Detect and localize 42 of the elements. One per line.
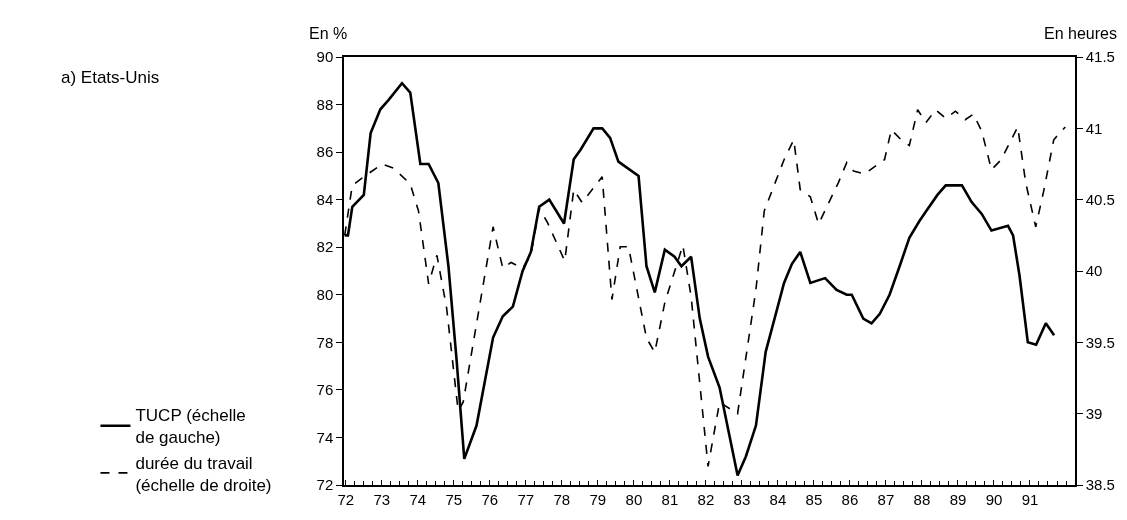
y-tick-label: 84 <box>316 190 334 208</box>
y2-tick-label: 39 <box>1085 404 1103 422</box>
y-tick-label: 74 <box>316 428 334 446</box>
x-tick-label: 76 <box>481 490 499 508</box>
y-axis-title: En % <box>309 25 348 42</box>
x-tick-label: 83 <box>733 490 751 508</box>
y-tick-label: 72 <box>316 476 334 494</box>
y-tick-label: 86 <box>316 143 334 161</box>
y-tick-label: 80 <box>316 286 334 304</box>
x-tick-label: 85 <box>805 490 823 508</box>
y2-tick-label: 41.5 <box>1085 48 1115 66</box>
x-tick-label: 75 <box>445 490 463 508</box>
x-tick-label: 72 <box>337 490 355 508</box>
x-tick-label: 86 <box>841 490 859 508</box>
y-tick-label: 82 <box>316 238 334 256</box>
x-tick-label: 90 <box>985 490 1003 508</box>
y2-tick-label: 39.5 <box>1085 333 1115 351</box>
x-tick-label: 80 <box>625 490 643 508</box>
x-tick-label: 79 <box>589 490 607 508</box>
y2-tick-label: 41 <box>1085 119 1103 137</box>
x-tick-label: 89 <box>949 490 967 508</box>
y-tick-label: 76 <box>316 381 334 399</box>
x-tick-label: 91 <box>1021 490 1039 508</box>
y-tick-label: 90 <box>316 48 334 66</box>
x-tick-label: 82 <box>697 490 715 508</box>
y2-tick-label: 40.5 <box>1085 190 1115 208</box>
y2-tick-label: 38.5 <box>1085 476 1115 494</box>
y-tick-label: 88 <box>316 95 334 113</box>
legend-label: TUCP (échelle de gauche) <box>135 406 246 448</box>
y-tick-label: 78 <box>316 333 334 351</box>
x-tick-label: 88 <box>913 490 931 508</box>
x-tick-label: 87 <box>877 490 895 508</box>
x-tick-label: 77 <box>517 490 535 508</box>
y2-tick-label: 40 <box>1085 262 1103 280</box>
x-tick-label: 84 <box>769 490 787 508</box>
legend-label: durée du travail (échelle de droite) <box>135 453 272 495</box>
x-tick-label: 73 <box>373 490 391 508</box>
x-tick-label: 78 <box>553 490 571 508</box>
x-tick-label: 81 <box>661 490 679 508</box>
y2-axis-title: En heures <box>1044 25 1117 42</box>
x-tick-label: 74 <box>409 490 427 508</box>
text: a) Etats-Unis <box>61 68 160 87</box>
